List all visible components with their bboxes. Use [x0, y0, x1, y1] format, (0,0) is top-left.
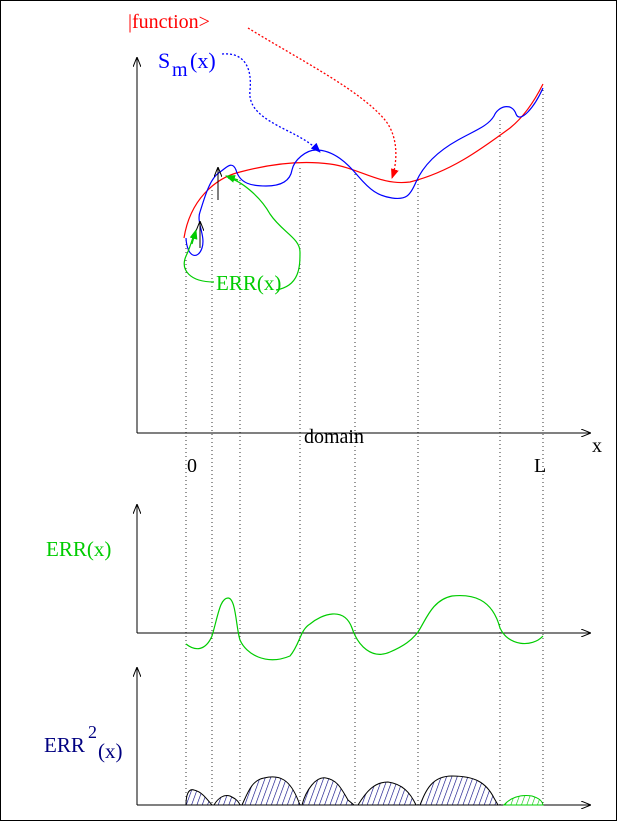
- domain-label: domain: [304, 426, 364, 448]
- err2-label-base: ERR: [44, 733, 85, 757]
- function-label: |function>: [128, 11, 210, 33]
- err2-label-sup: 2: [88, 722, 97, 742]
- sm-pointer: [221, 53, 321, 153]
- err-pointer-head-1: [189, 229, 198, 245]
- sm-label-arg: (x): [190, 48, 216, 73]
- sm-label-base: S: [158, 48, 170, 73]
- function-curve: [183, 83, 544, 239]
- sm-label-sub: m: [172, 59, 188, 81]
- err-curve: [185, 594, 544, 661]
- err-pointer-head-2: [225, 175, 239, 183]
- zero-label: 0: [187, 455, 197, 477]
- err2-area: [185, 775, 544, 806]
- dotted-guides: [185, 90, 544, 805]
- err-label-mid: ERR(x): [46, 537, 111, 561]
- x-axis-label: x: [592, 435, 602, 457]
- err-label-upper: ERR(x): [216, 271, 281, 295]
- err2-label-arg: (x): [98, 739, 123, 763]
- function-pointer: [247, 27, 399, 179]
- L-label: L: [534, 455, 546, 477]
